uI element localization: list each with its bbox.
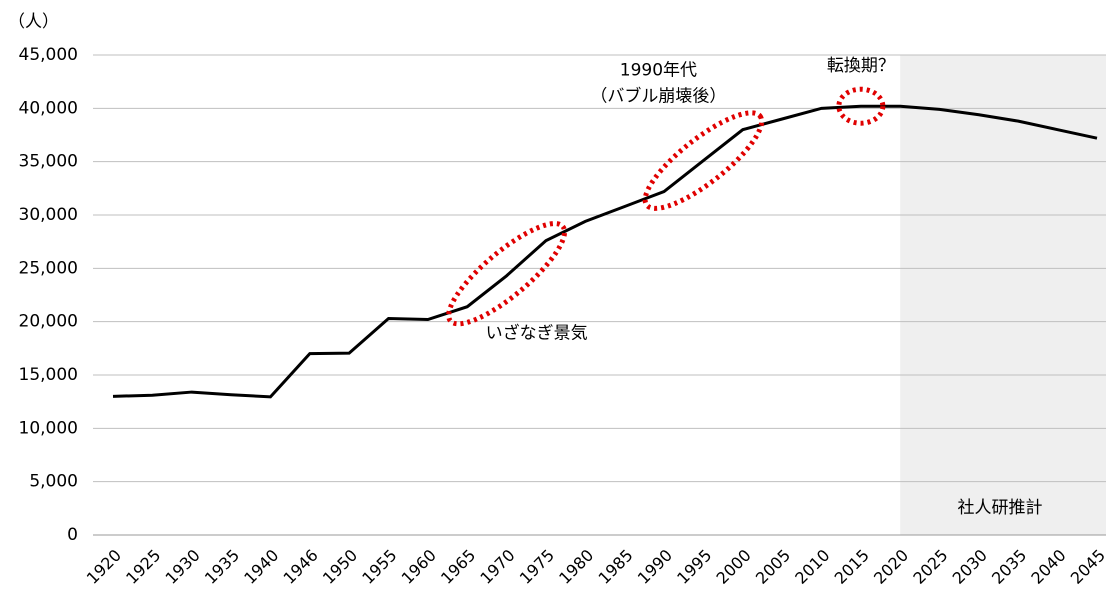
x-tick-label: 2025 <box>909 546 951 588</box>
x-tick-label: 1975 <box>516 546 558 588</box>
y-tick-label: 25,000 <box>19 258 78 278</box>
highlight-ellipse <box>836 86 886 126</box>
x-tick-label: 1920 <box>83 546 125 588</box>
x-tick-label: 1990 <box>634 546 676 588</box>
x-tick-label: 2010 <box>791 546 833 588</box>
x-tick-label: 1940 <box>240 546 282 588</box>
y-tick-label: 45,000 <box>19 45 78 65</box>
y-tick-label: 0 <box>67 525 78 545</box>
x-tick-label: 1955 <box>358 546 400 588</box>
x-tick-label: 1970 <box>476 546 518 588</box>
x-tick-label: 1960 <box>398 546 440 588</box>
x-tick-label: 1930 <box>162 546 204 588</box>
x-tick-label: 2045 <box>1067 546 1106 588</box>
x-tick-label: 2005 <box>752 546 794 588</box>
x-tick-label: 2000 <box>713 546 755 588</box>
annotation-text: いざなぎ景気 <box>486 323 588 344</box>
x-tick-label: 2030 <box>949 546 991 588</box>
y-tick-label: 40,000 <box>19 98 78 118</box>
highlight-ellipse <box>446 221 568 327</box>
x-tick-label: 1935 <box>201 546 243 588</box>
y-tick-label: 20,000 <box>19 312 78 332</box>
x-tick-label: 2040 <box>1027 546 1069 588</box>
x-tick-label: 1946 <box>280 546 322 588</box>
x-tick-label: 2035 <box>988 546 1030 588</box>
y-tick-label: 15,000 <box>19 365 78 385</box>
y-tick-label: 5,000 <box>29 472 78 492</box>
line <box>112 104 1098 399</box>
y-unit: （人） <box>8 12 59 32</box>
projection-area <box>900 55 1106 535</box>
y-tick-label: 30,000 <box>19 205 78 225</box>
highlight-ellipse <box>642 110 765 211</box>
x-tick-label: 2020 <box>870 546 912 588</box>
y-tick-label: 35,000 <box>19 152 78 172</box>
x-tick-label: 1995 <box>673 546 715 588</box>
projection-label: 社人研推計 <box>958 498 1043 518</box>
x-tick-label: 1985 <box>594 546 636 588</box>
x-tick-label: 2015 <box>831 546 873 588</box>
annotation-text: 1990年代 <box>620 61 697 81</box>
x-tick-label: 1980 <box>555 546 597 588</box>
x-tick-label: 1965 <box>437 546 479 588</box>
y-tick-label: 10,000 <box>19 418 78 438</box>
x-tick-label: 1950 <box>319 546 361 588</box>
annotation-text: （バブル崩壊後） <box>590 86 726 107</box>
annotation-text: 転換期？ <box>827 56 895 76</box>
x-tick-label: 1925 <box>122 546 164 588</box>
